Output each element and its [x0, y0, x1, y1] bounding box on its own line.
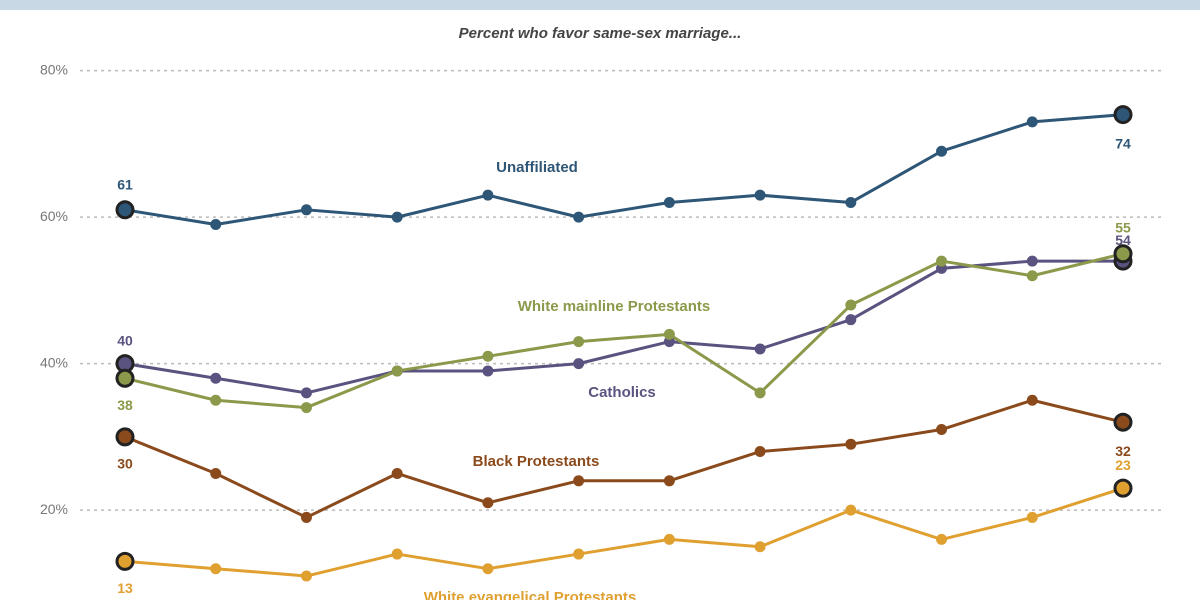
data-point — [663, 533, 675, 545]
data-point — [573, 475, 585, 487]
data-point — [391, 211, 403, 223]
data-point — [573, 358, 585, 370]
data-point — [936, 424, 948, 436]
data-point — [482, 189, 494, 201]
chart-subtitle: Percent who favor same-sex marriage... — [459, 25, 742, 42]
data-point — [573, 211, 585, 223]
data-label: 13 — [117, 580, 133, 596]
data-point — [482, 497, 494, 509]
data-point — [300, 204, 312, 216]
data-point — [573, 548, 585, 560]
data-point — [1026, 255, 1038, 267]
data-point — [845, 196, 857, 208]
data-point — [391, 365, 403, 377]
y-tick-label: 40% — [40, 354, 68, 370]
data-point — [845, 504, 857, 516]
series-line — [124, 259, 1123, 395]
series-label: Unaffiliated — [496, 159, 578, 176]
data-point — [1026, 511, 1038, 523]
y-tick-label: 60% — [40, 208, 68, 224]
top-band — [0, 0, 1200, 10]
data-point — [115, 427, 135, 447]
data-point — [210, 372, 222, 384]
data-point — [936, 255, 948, 267]
data-point — [754, 387, 766, 399]
data-point — [300, 387, 312, 399]
data-point — [210, 563, 222, 575]
data-point — [754, 541, 766, 553]
series-line — [124, 252, 1124, 410]
data-point — [391, 467, 403, 479]
data-point — [300, 402, 312, 414]
y-tick-label: 20% — [40, 501, 68, 517]
data-point — [115, 368, 135, 388]
data-point — [1113, 478, 1133, 498]
data-point — [391, 548, 403, 560]
data-point — [754, 189, 766, 201]
data-point — [845, 314, 857, 326]
data-point — [1113, 244, 1133, 264]
data-point — [754, 343, 766, 355]
series-line — [124, 113, 1124, 226]
data-point — [845, 438, 857, 450]
data-label: 61 — [117, 177, 133, 193]
series-line — [124, 486, 1124, 578]
data-point — [210, 218, 222, 230]
data-point — [754, 446, 766, 458]
data-point — [845, 299, 857, 311]
y-tick-label: 80% — [40, 61, 68, 77]
data-label: 23 — [1115, 457, 1131, 473]
data-point — [663, 328, 675, 340]
data-point — [482, 563, 494, 575]
data-point — [482, 350, 494, 362]
data-label: 30 — [117, 456, 133, 472]
data-point — [482, 365, 494, 377]
data-point — [663, 196, 675, 208]
series-label: Catholics — [588, 384, 656, 401]
data-point — [300, 511, 312, 523]
data-point — [1026, 116, 1038, 128]
data-point — [663, 475, 675, 487]
series-label: White mainline Protestants — [518, 298, 711, 315]
data-point — [115, 200, 135, 220]
data-point — [1026, 270, 1038, 282]
data-point — [573, 336, 585, 348]
series-label: Black Protestants — [473, 453, 600, 470]
data-point — [936, 145, 948, 157]
data-label: 32 — [1115, 443, 1131, 459]
data-label: 55 — [1115, 219, 1131, 235]
data-label: 38 — [117, 397, 133, 413]
data-point — [115, 551, 135, 571]
data-label: 54 — [1115, 232, 1131, 248]
series-label: White evangelical Protestants — [424, 589, 637, 600]
data-point — [210, 467, 222, 479]
data-label: 74 — [1115, 135, 1131, 151]
data-point — [1113, 412, 1133, 432]
data-point — [936, 533, 948, 545]
series-line — [124, 398, 1124, 519]
data-point — [1113, 105, 1133, 125]
data-point — [300, 570, 312, 582]
data-point — [210, 394, 222, 406]
data-point — [1026, 394, 1038, 406]
data-label: 40 — [117, 332, 133, 348]
